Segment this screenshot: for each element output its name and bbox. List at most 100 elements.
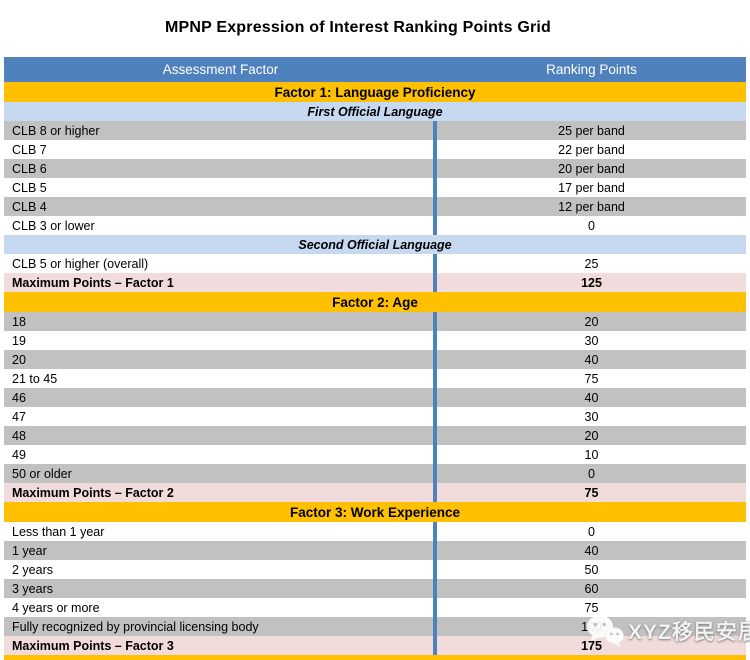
table-row: Less than 1 year 0 [4,522,746,541]
points-cell: 175 [581,638,602,653]
column-divider [433,388,437,407]
page-title: MPNP Expression of Interest Ranking Poin… [164,19,552,36]
ranking-points-column-header: Ranking Points [546,62,637,77]
column-divider [433,216,437,235]
factor-cell: 19 [12,333,26,348]
column-divider [433,273,437,292]
column-divider [433,407,437,426]
points-cell: 20 [584,314,599,329]
points-cell: 0 [588,466,595,481]
points-cell: 50 [584,562,599,577]
table-row: 48 20 [4,426,746,445]
factor-cell: 4 years or more [12,600,100,615]
points-cell: 60 [584,581,599,596]
subsection-header: Second Official Language [4,235,746,254]
factor-cell: Maximum Points – Factor 3 [12,638,174,653]
column-divider [433,331,437,350]
column-divider [433,159,437,178]
factor-cell: CLB 5 or higher (overall) [12,256,149,271]
factor-cell: 47 [12,409,26,424]
column-divider [433,178,437,197]
points-cell: 10 [584,447,599,462]
column-divider [433,369,437,388]
points-cell: 40 [584,352,599,367]
column-divider [433,541,437,560]
factor-cell: CLB 3 or lower [12,218,95,233]
column-divider [433,464,437,483]
points-cell: 40 [584,390,599,405]
column-divider [433,197,437,216]
factor-cell: 49 [12,447,26,462]
factor-cell: 50 or older [12,466,72,481]
table-row: CLB 8 or higher 25 per band [4,121,746,140]
factor-cell: 3 years [12,581,53,596]
table-row: 19 30 [4,331,746,350]
table-row: Fully recognized by provincial licensing… [4,617,746,636]
column-divider [433,636,437,655]
points-cell: 40 [584,543,599,558]
table-row: 4 years or more 75 [4,598,746,617]
points-cell: 75 [584,371,599,386]
column-header-row: Assessment Factor Ranking Points [4,57,746,82]
column-divider [433,445,437,464]
table-row: 3 years 60 [4,579,746,598]
factor-cell: 48 [12,428,26,443]
table-row: CLB 5 17 per band [4,178,746,197]
bottom-cutoff-gold-strip [4,655,746,660]
factor-cell: Maximum Points – Factor 2 [12,485,174,500]
factor-cell: 1 year [12,543,47,558]
table-row: CLB 5 or higher (overall) 25 [4,254,746,273]
assessment-factor-column-header: Assessment Factor [162,62,279,77]
factor-cell: 18 [12,314,26,329]
points-cell: 0 [588,218,595,233]
factor-cell: 21 to 45 [12,371,58,386]
column-divider [433,121,437,140]
factor-cell: Maximum Points – Factor 1 [12,275,174,290]
subsection-header: First Official Language [4,102,746,121]
points-cell: 20 per band [558,161,625,176]
factor-cell: 20 [12,352,26,367]
column-divider [433,522,437,541]
points-cell: 17 per band [558,180,625,195]
table-row: 2 years 50 [4,560,746,579]
column-divider [433,483,437,502]
points-cell: 22 per band [558,142,625,157]
column-divider [433,617,437,636]
column-divider [433,560,437,579]
table-row: 50 or older 0 [4,464,746,483]
points-cell: 100 [581,619,602,634]
points-cell: 20 [584,428,599,443]
points-cell: 30 [584,333,599,348]
column-divider [433,579,437,598]
column-divider [433,312,437,331]
points-cell: 125 [581,275,602,290]
factor-cell: CLB 7 [12,142,47,157]
points-cell: 25 per band [558,123,625,138]
factor-section-header: Factor 2: Age [4,292,746,312]
table-row: CLB 7 22 per band [4,140,746,159]
factor-cell: CLB 8 or higher [12,123,100,138]
points-cell: 12 per band [558,199,625,214]
max-points-row: Maximum Points – Factor 1 125 [4,273,746,292]
factor-cell: Fully recognized by provincial licensing… [12,619,259,634]
factor-section-header: Factor 1: Language Proficiency [4,82,746,102]
table-row: 1 year 40 [4,541,746,560]
factor-section-header: Factor 3: Work Experience [4,502,746,522]
table-row: CLB 4 12 per band [4,197,746,216]
points-cell: 25 [584,256,599,271]
factor-cell: CLB 6 [12,161,47,176]
column-divider [433,598,437,617]
table-row: 21 to 45 75 [4,369,746,388]
factor-cell: CLB 5 [12,180,47,195]
points-cell: 75 [584,485,599,500]
factor-cell: Less than 1 year [12,524,105,539]
table-row: 47 30 [4,407,746,426]
column-divider [433,426,437,445]
table-row: 49 10 [4,445,746,464]
table-row: CLB 6 20 per band [4,159,746,178]
table-row: 46 40 [4,388,746,407]
points-cell: 0 [588,524,595,539]
factor-cell: CLB 4 [12,199,47,214]
points-table: Assessment Factor Ranking Points Factor 1:… [4,57,746,660]
